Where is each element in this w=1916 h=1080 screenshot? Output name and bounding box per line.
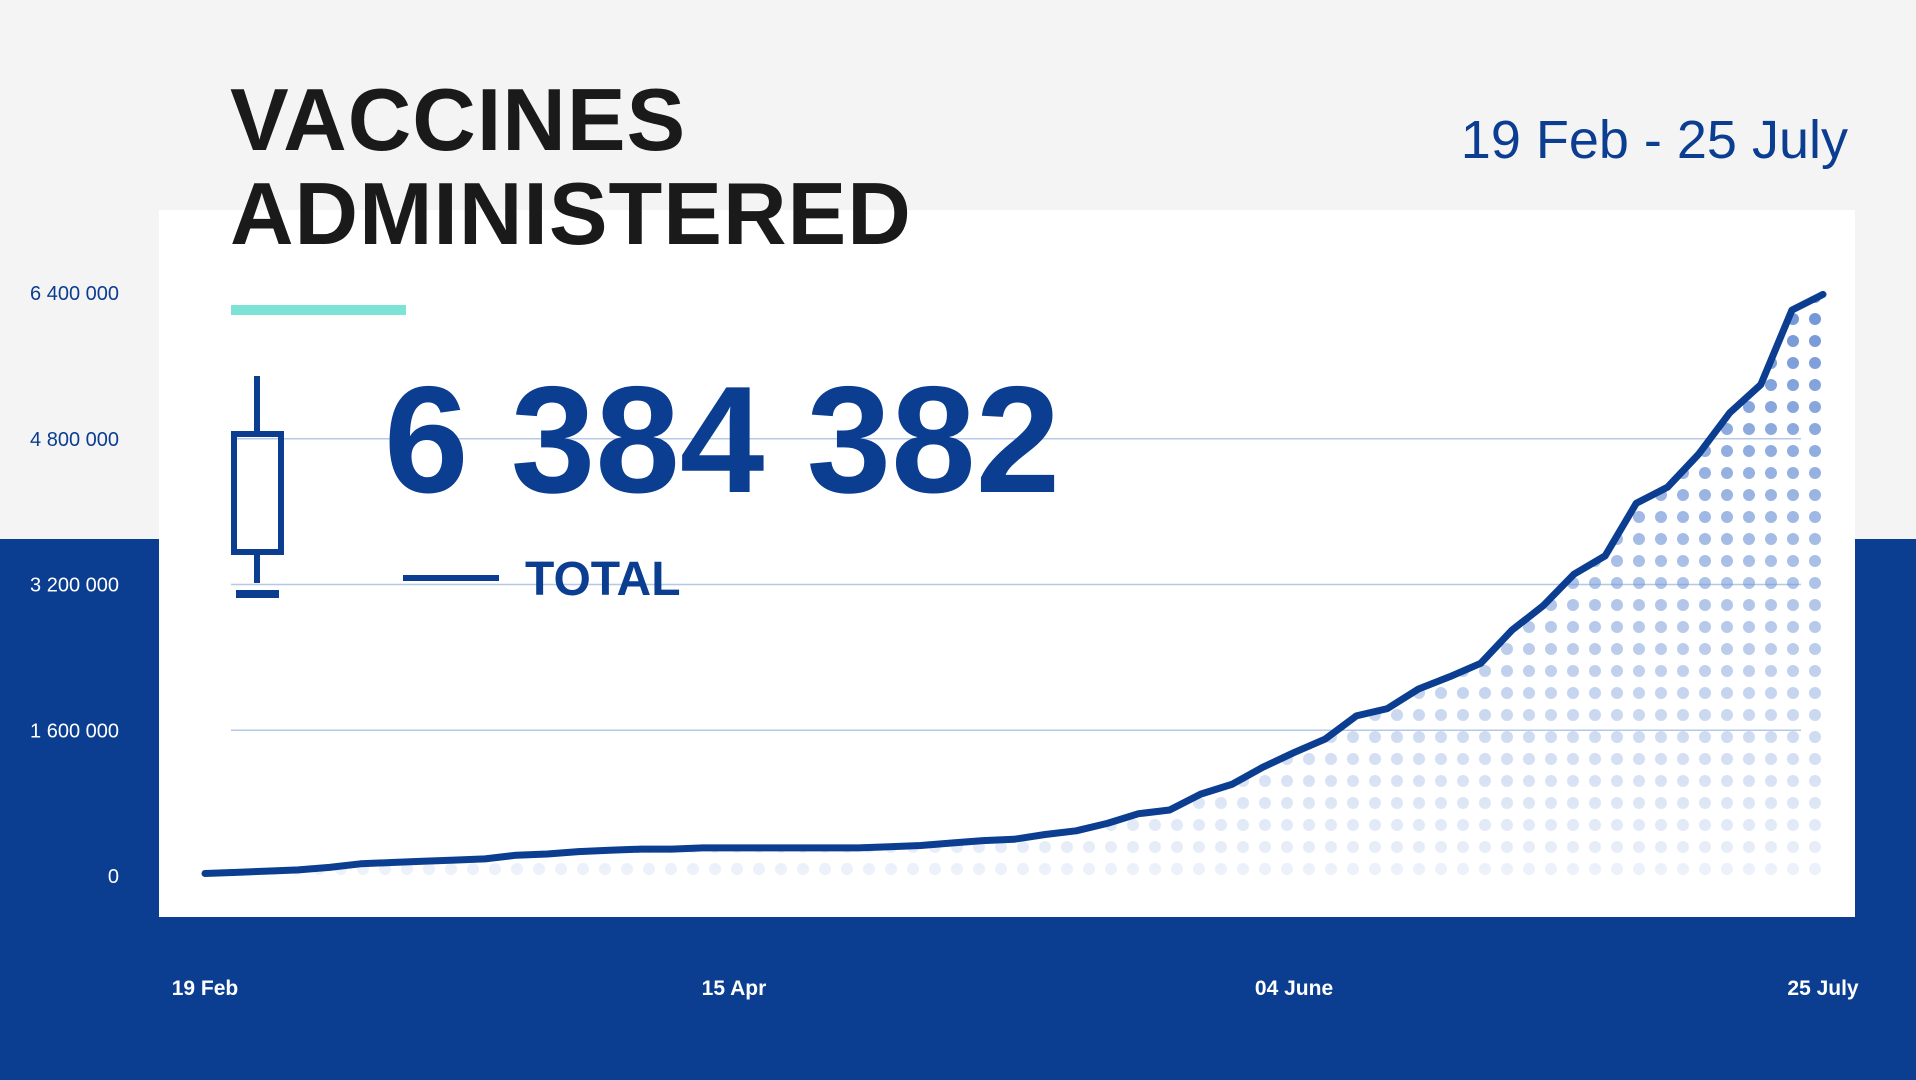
x-tick-label: 19 Feb [172,977,239,1000]
x-tick-label: 15 Apr [702,977,767,1000]
y-tick-label: 3 200 000 [30,575,119,597]
data-line [201,290,1827,877]
total-annotation: 6 384 382 [384,355,1060,525]
legend-label: TOTAL [525,553,681,606]
y-tick-label: 6 400 000 [30,283,119,305]
x-tick-label: 25 July [1787,977,1859,1000]
chart-subtitle: 19 Feb - 25 July [1461,110,1848,170]
syringe-icon [231,376,284,598]
y-tick-label: 4 800 000 [30,429,119,451]
chart-title: VACCINES ADMINISTERED [230,70,912,263]
accent-bar [231,305,406,315]
x-tick-label: 04 June [1255,977,1333,1000]
plot-area [201,290,1827,877]
area-fill [205,294,1823,876]
y-tick-label: 1 600 000 [30,720,119,742]
y-tick-label: 0 [108,866,119,888]
